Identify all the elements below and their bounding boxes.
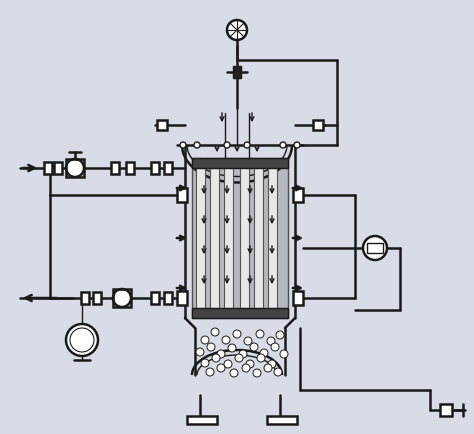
Bar bbox=[164, 162, 172, 174]
Circle shape bbox=[274, 368, 282, 376]
Bar bbox=[157, 120, 167, 130]
Circle shape bbox=[244, 337, 252, 345]
Circle shape bbox=[267, 337, 275, 345]
Circle shape bbox=[230, 369, 238, 377]
Circle shape bbox=[242, 364, 250, 372]
Bar bbox=[210, 168, 219, 308]
Circle shape bbox=[113, 289, 131, 307]
Bar bbox=[151, 162, 159, 174]
Bar bbox=[267, 416, 297, 424]
Circle shape bbox=[224, 360, 232, 368]
Bar bbox=[164, 292, 172, 304]
Circle shape bbox=[194, 142, 200, 148]
Circle shape bbox=[253, 369, 261, 377]
Bar bbox=[293, 188, 303, 202]
Bar bbox=[54, 162, 62, 174]
Bar bbox=[81, 292, 89, 304]
Circle shape bbox=[294, 142, 300, 148]
Bar bbox=[192, 158, 288, 318]
Circle shape bbox=[66, 159, 84, 177]
Circle shape bbox=[212, 354, 220, 362]
Bar bbox=[187, 416, 217, 424]
Circle shape bbox=[224, 142, 230, 148]
Bar bbox=[293, 291, 303, 305]
Circle shape bbox=[268, 360, 276, 368]
Bar bbox=[44, 162, 52, 174]
Circle shape bbox=[66, 324, 98, 356]
Bar bbox=[196, 168, 205, 308]
Circle shape bbox=[201, 359, 209, 367]
Bar bbox=[151, 292, 159, 304]
Circle shape bbox=[70, 328, 94, 352]
Bar bbox=[111, 162, 119, 174]
Circle shape bbox=[196, 348, 204, 356]
Circle shape bbox=[256, 330, 264, 338]
Bar bbox=[440, 404, 452, 416]
Circle shape bbox=[260, 349, 268, 357]
Circle shape bbox=[246, 360, 254, 368]
Circle shape bbox=[271, 343, 279, 351]
Circle shape bbox=[239, 350, 247, 358]
Circle shape bbox=[363, 236, 387, 260]
Bar bbox=[192, 158, 288, 168]
Circle shape bbox=[228, 344, 236, 352]
Bar bbox=[177, 188, 187, 202]
Circle shape bbox=[217, 350, 225, 358]
Bar bbox=[126, 162, 134, 174]
Circle shape bbox=[180, 142, 186, 148]
Bar bbox=[177, 291, 187, 305]
Bar bbox=[113, 289, 131, 307]
Circle shape bbox=[217, 364, 225, 372]
Circle shape bbox=[206, 368, 214, 376]
Bar bbox=[313, 120, 323, 130]
Circle shape bbox=[227, 20, 247, 40]
Circle shape bbox=[280, 142, 286, 148]
Bar bbox=[367, 243, 383, 253]
Circle shape bbox=[276, 331, 284, 339]
Circle shape bbox=[222, 336, 230, 344]
Bar bbox=[93, 292, 101, 304]
Bar bbox=[268, 168, 277, 308]
Bar bbox=[224, 168, 233, 308]
Circle shape bbox=[233, 330, 241, 338]
Circle shape bbox=[201, 336, 209, 344]
Bar bbox=[233, 66, 241, 78]
Circle shape bbox=[257, 354, 265, 362]
Circle shape bbox=[244, 142, 250, 148]
Circle shape bbox=[264, 364, 272, 372]
Circle shape bbox=[280, 350, 288, 358]
Bar bbox=[66, 159, 84, 177]
Circle shape bbox=[250, 343, 258, 351]
Circle shape bbox=[207, 343, 215, 351]
Circle shape bbox=[211, 328, 219, 336]
Circle shape bbox=[235, 354, 243, 362]
Bar bbox=[254, 168, 263, 308]
Bar bbox=[192, 308, 288, 318]
Bar bbox=[240, 168, 249, 308]
